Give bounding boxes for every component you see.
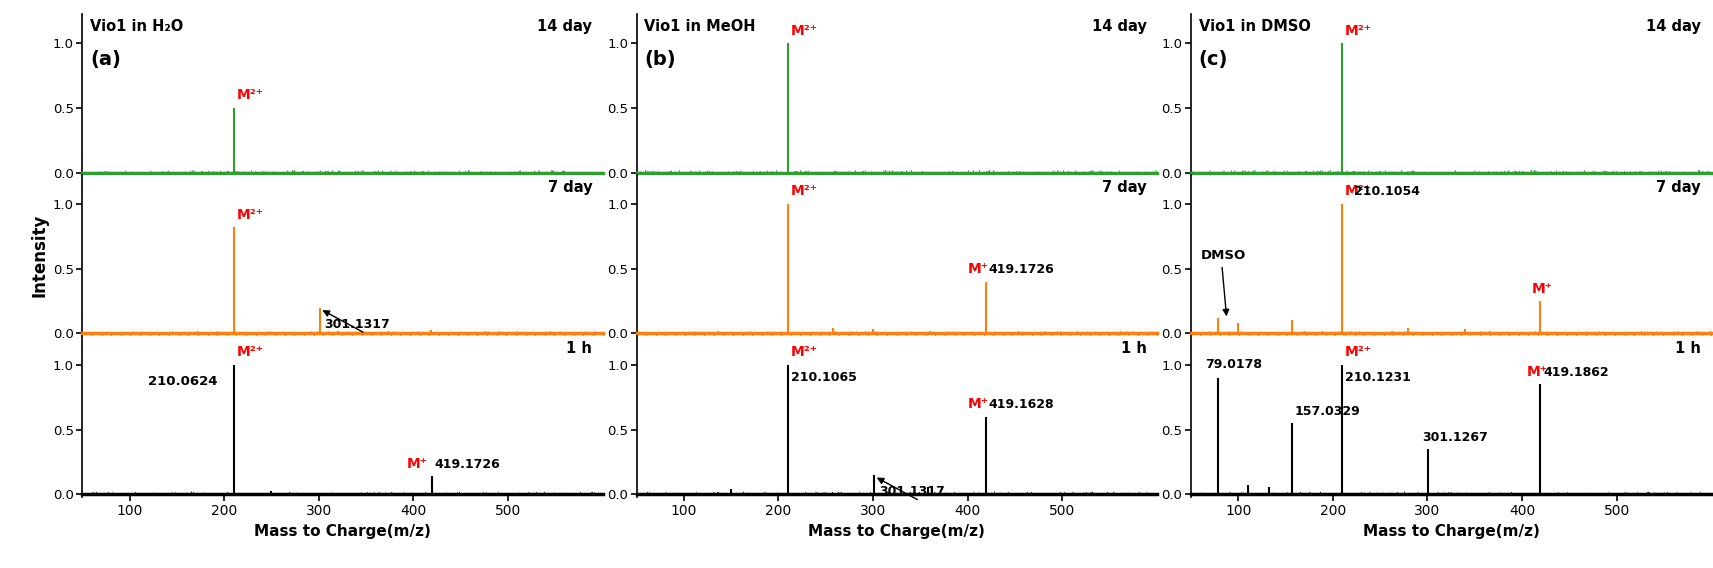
Text: M²⁺: M²⁺ <box>791 185 817 198</box>
Y-axis label: Intensity: Intensity <box>31 214 48 297</box>
Text: Vio1 in DMSO: Vio1 in DMSO <box>1199 19 1310 34</box>
Text: M⁺: M⁺ <box>1531 282 1552 296</box>
Text: M²⁺: M²⁺ <box>791 345 817 360</box>
Text: M²⁺: M²⁺ <box>1345 23 1372 37</box>
Text: 301.1317: 301.1317 <box>879 485 944 498</box>
Text: 210.0624: 210.0624 <box>149 375 218 388</box>
Text: 301.1267: 301.1267 <box>1424 431 1489 444</box>
Text: 419.1726: 419.1726 <box>988 264 1055 277</box>
Text: 14 day: 14 day <box>1646 19 1701 34</box>
Text: M⁺: M⁺ <box>968 398 988 411</box>
Text: (c): (c) <box>1199 49 1228 69</box>
Text: M²⁺: M²⁺ <box>1345 185 1372 198</box>
Text: 419.1628: 419.1628 <box>988 398 1053 411</box>
Text: M²⁺: M²⁺ <box>236 89 264 102</box>
Text: (b): (b) <box>644 49 677 69</box>
Text: 419.1726: 419.1726 <box>435 458 500 471</box>
Text: M²⁺: M²⁺ <box>1345 345 1372 360</box>
Text: 419.1862: 419.1862 <box>1543 366 1609 379</box>
Text: 7 day: 7 day <box>1656 180 1701 195</box>
Text: 79.0178: 79.0178 <box>1204 358 1262 371</box>
Text: 14 day: 14 day <box>1091 19 1146 34</box>
Text: M⁺: M⁺ <box>406 457 428 471</box>
Text: 210.1231: 210.1231 <box>1345 371 1412 384</box>
Text: 157.0329: 157.0329 <box>1295 405 1360 418</box>
Text: 1 h: 1 h <box>1120 341 1146 356</box>
Text: (a): (a) <box>91 49 122 69</box>
Text: 301.1317: 301.1317 <box>324 318 391 331</box>
Text: 7 day: 7 day <box>548 180 593 195</box>
Text: 210.1054: 210.1054 <box>1353 186 1420 198</box>
Text: DMSO: DMSO <box>1201 249 1245 262</box>
X-axis label: Mass to Charge(m/z): Mass to Charge(m/z) <box>254 524 432 538</box>
Text: M⁺: M⁺ <box>968 262 988 277</box>
X-axis label: Mass to Charge(m/z): Mass to Charge(m/z) <box>809 524 985 538</box>
X-axis label: Mass to Charge(m/z): Mass to Charge(m/z) <box>1362 524 1540 538</box>
Text: Vio1 in H₂O: Vio1 in H₂O <box>91 19 183 34</box>
Text: 7 day: 7 day <box>1101 180 1146 195</box>
Text: 1 h: 1 h <box>1675 341 1701 356</box>
Text: 1 h: 1 h <box>567 341 593 356</box>
Text: M²⁺: M²⁺ <box>791 23 817 37</box>
Text: M²⁺: M²⁺ <box>236 208 264 222</box>
Text: Vio1 in MeOH: Vio1 in MeOH <box>644 19 755 34</box>
Text: M²⁺: M²⁺ <box>236 345 264 360</box>
Text: 14 day: 14 day <box>538 19 593 34</box>
Text: M⁺: M⁺ <box>1526 365 1549 379</box>
Text: 210.1065: 210.1065 <box>791 371 856 384</box>
